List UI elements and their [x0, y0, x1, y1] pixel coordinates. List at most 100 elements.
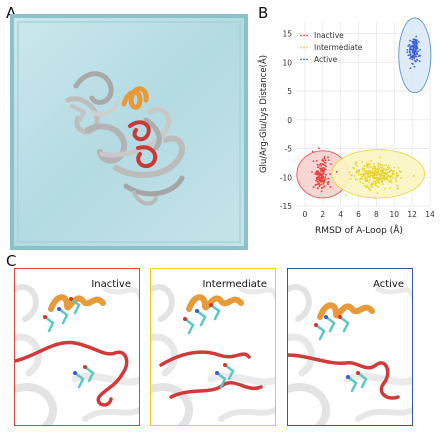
data-point-inactive [323, 164, 326, 167]
scatter-plot: 0 2 4 6 8 10 12 14 -15 -10 -5 0 5 10 15 Inactive Interme… [254, 8, 440, 253]
data-point-intermediate [365, 186, 367, 189]
data-point-intermediate [380, 166, 382, 169]
data-point-intermediate [387, 179, 389, 182]
solvated-protein-box [6, 8, 251, 256]
data-point-active [407, 45, 410, 47]
data-point-active [418, 60, 421, 63]
data-point-inactive [312, 160, 315, 163]
data-point-intermediate [375, 184, 378, 187]
data-point-active [416, 46, 419, 49]
data-point-intermediate [380, 172, 383, 175]
data-point-active [410, 47, 412, 50]
data-point-intermediate [374, 171, 376, 173]
data-point-intermediate [377, 180, 380, 182]
legend-marker-inactive [300, 34, 302, 37]
residue-atom [338, 315, 342, 319]
data-point-inactive [320, 187, 323, 190]
data-point-inactive [312, 186, 315, 188]
data-point-intermediate [388, 168, 390, 171]
background-ribbon [151, 383, 193, 425]
activation-loop [15, 340, 129, 407]
panel-label-c: C [6, 252, 17, 270]
data-point-active [412, 52, 415, 54]
data-point-active [408, 50, 411, 53]
data-point-inactive [327, 181, 330, 183]
background-ribbon [15, 284, 39, 322]
data-point-intermediate [326, 188, 329, 190]
data-point-active [417, 41, 420, 43]
data-point-intermediate [384, 187, 386, 190]
data-point-active [416, 58, 418, 61]
data-point-intermediate [394, 177, 397, 180]
residue-atom [356, 371, 360, 375]
data-point-active [419, 49, 421, 51]
y-axis-label: Glu/Arg-Glu/Lys Distance(Å) [257, 55, 269, 173]
data-point-active [408, 43, 411, 46]
data-point-intermediate [366, 179, 369, 182]
data-point-intermediate [368, 181, 371, 184]
data-point-inactive [324, 176, 327, 178]
residue-stick [83, 365, 95, 383]
data-point-intermediate [354, 161, 357, 163]
data-point-active [416, 39, 419, 42]
residue-atom [83, 365, 87, 369]
data-point-intermediate [357, 171, 360, 173]
data-point-intermediate [363, 165, 366, 168]
data-point-active [407, 54, 410, 57]
data-point-inactive [314, 171, 317, 174]
legend-marker-active [303, 58, 305, 61]
data-point-intermediate [370, 159, 372, 162]
data-point-active [409, 53, 412, 56]
data-point-intermediate [395, 171, 398, 174]
data-point-intermediate [387, 174, 390, 177]
data-point-intermediate [379, 156, 382, 159]
data-point-intermediate [364, 180, 367, 182]
data-point-inactive [325, 173, 327, 176]
data-point-intermediate [361, 160, 364, 163]
data-point-active [409, 67, 412, 70]
data-point-intermediate [371, 182, 373, 185]
data-point-intermediate [375, 179, 378, 182]
data-point-intermediate [354, 178, 357, 181]
data-point-intermediate [369, 163, 372, 166]
data-point-intermediate [372, 176, 375, 179]
data-point-intermediate [366, 171, 369, 174]
data-point-inactive [319, 178, 322, 181]
data-point-active [412, 47, 415, 50]
data-point-intermediate [364, 176, 367, 178]
data-point-active [415, 35, 418, 38]
data-point-intermediate [369, 189, 372, 191]
data-point-intermediate [352, 166, 354, 169]
data-point-intermediate [349, 173, 352, 176]
data-point-inactive [322, 166, 324, 169]
residue-stick [346, 375, 358, 393]
data-point-intermediate [380, 177, 383, 180]
data-point-inactive [323, 155, 326, 158]
data-point-active [411, 63, 414, 65]
data-point-intermediate [386, 172, 388, 175]
data-point-inactive [318, 185, 321, 188]
data-point-intermediate [384, 168, 386, 170]
data-point-intermediate [367, 162, 370, 165]
data-point-inactive [318, 182, 321, 185]
data-point-inactive [322, 172, 325, 175]
data-point-inactive [311, 171, 313, 173]
data-point-intermediate [385, 164, 388, 166]
data-point-inactive [320, 190, 323, 193]
data-point-active [406, 48, 409, 51]
data-point-inactive [322, 163, 325, 166]
data-point-intermediate [361, 167, 364, 170]
background-ribbon [71, 372, 139, 386]
data-point-intermediate [397, 187, 400, 190]
data-point-intermediate [368, 187, 371, 189]
data-point-inactive [316, 166, 319, 169]
residue-atom [223, 363, 227, 367]
background-ribbon [82, 406, 139, 422]
data-point-intermediate [389, 187, 392, 190]
data-point-intermediate [363, 170, 366, 172]
data-point-intermediate [356, 164, 358, 167]
data-point-intermediate [359, 178, 361, 181]
background-ribbon [288, 383, 330, 425]
data-point-active [414, 46, 417, 49]
residue-stick [183, 317, 195, 335]
